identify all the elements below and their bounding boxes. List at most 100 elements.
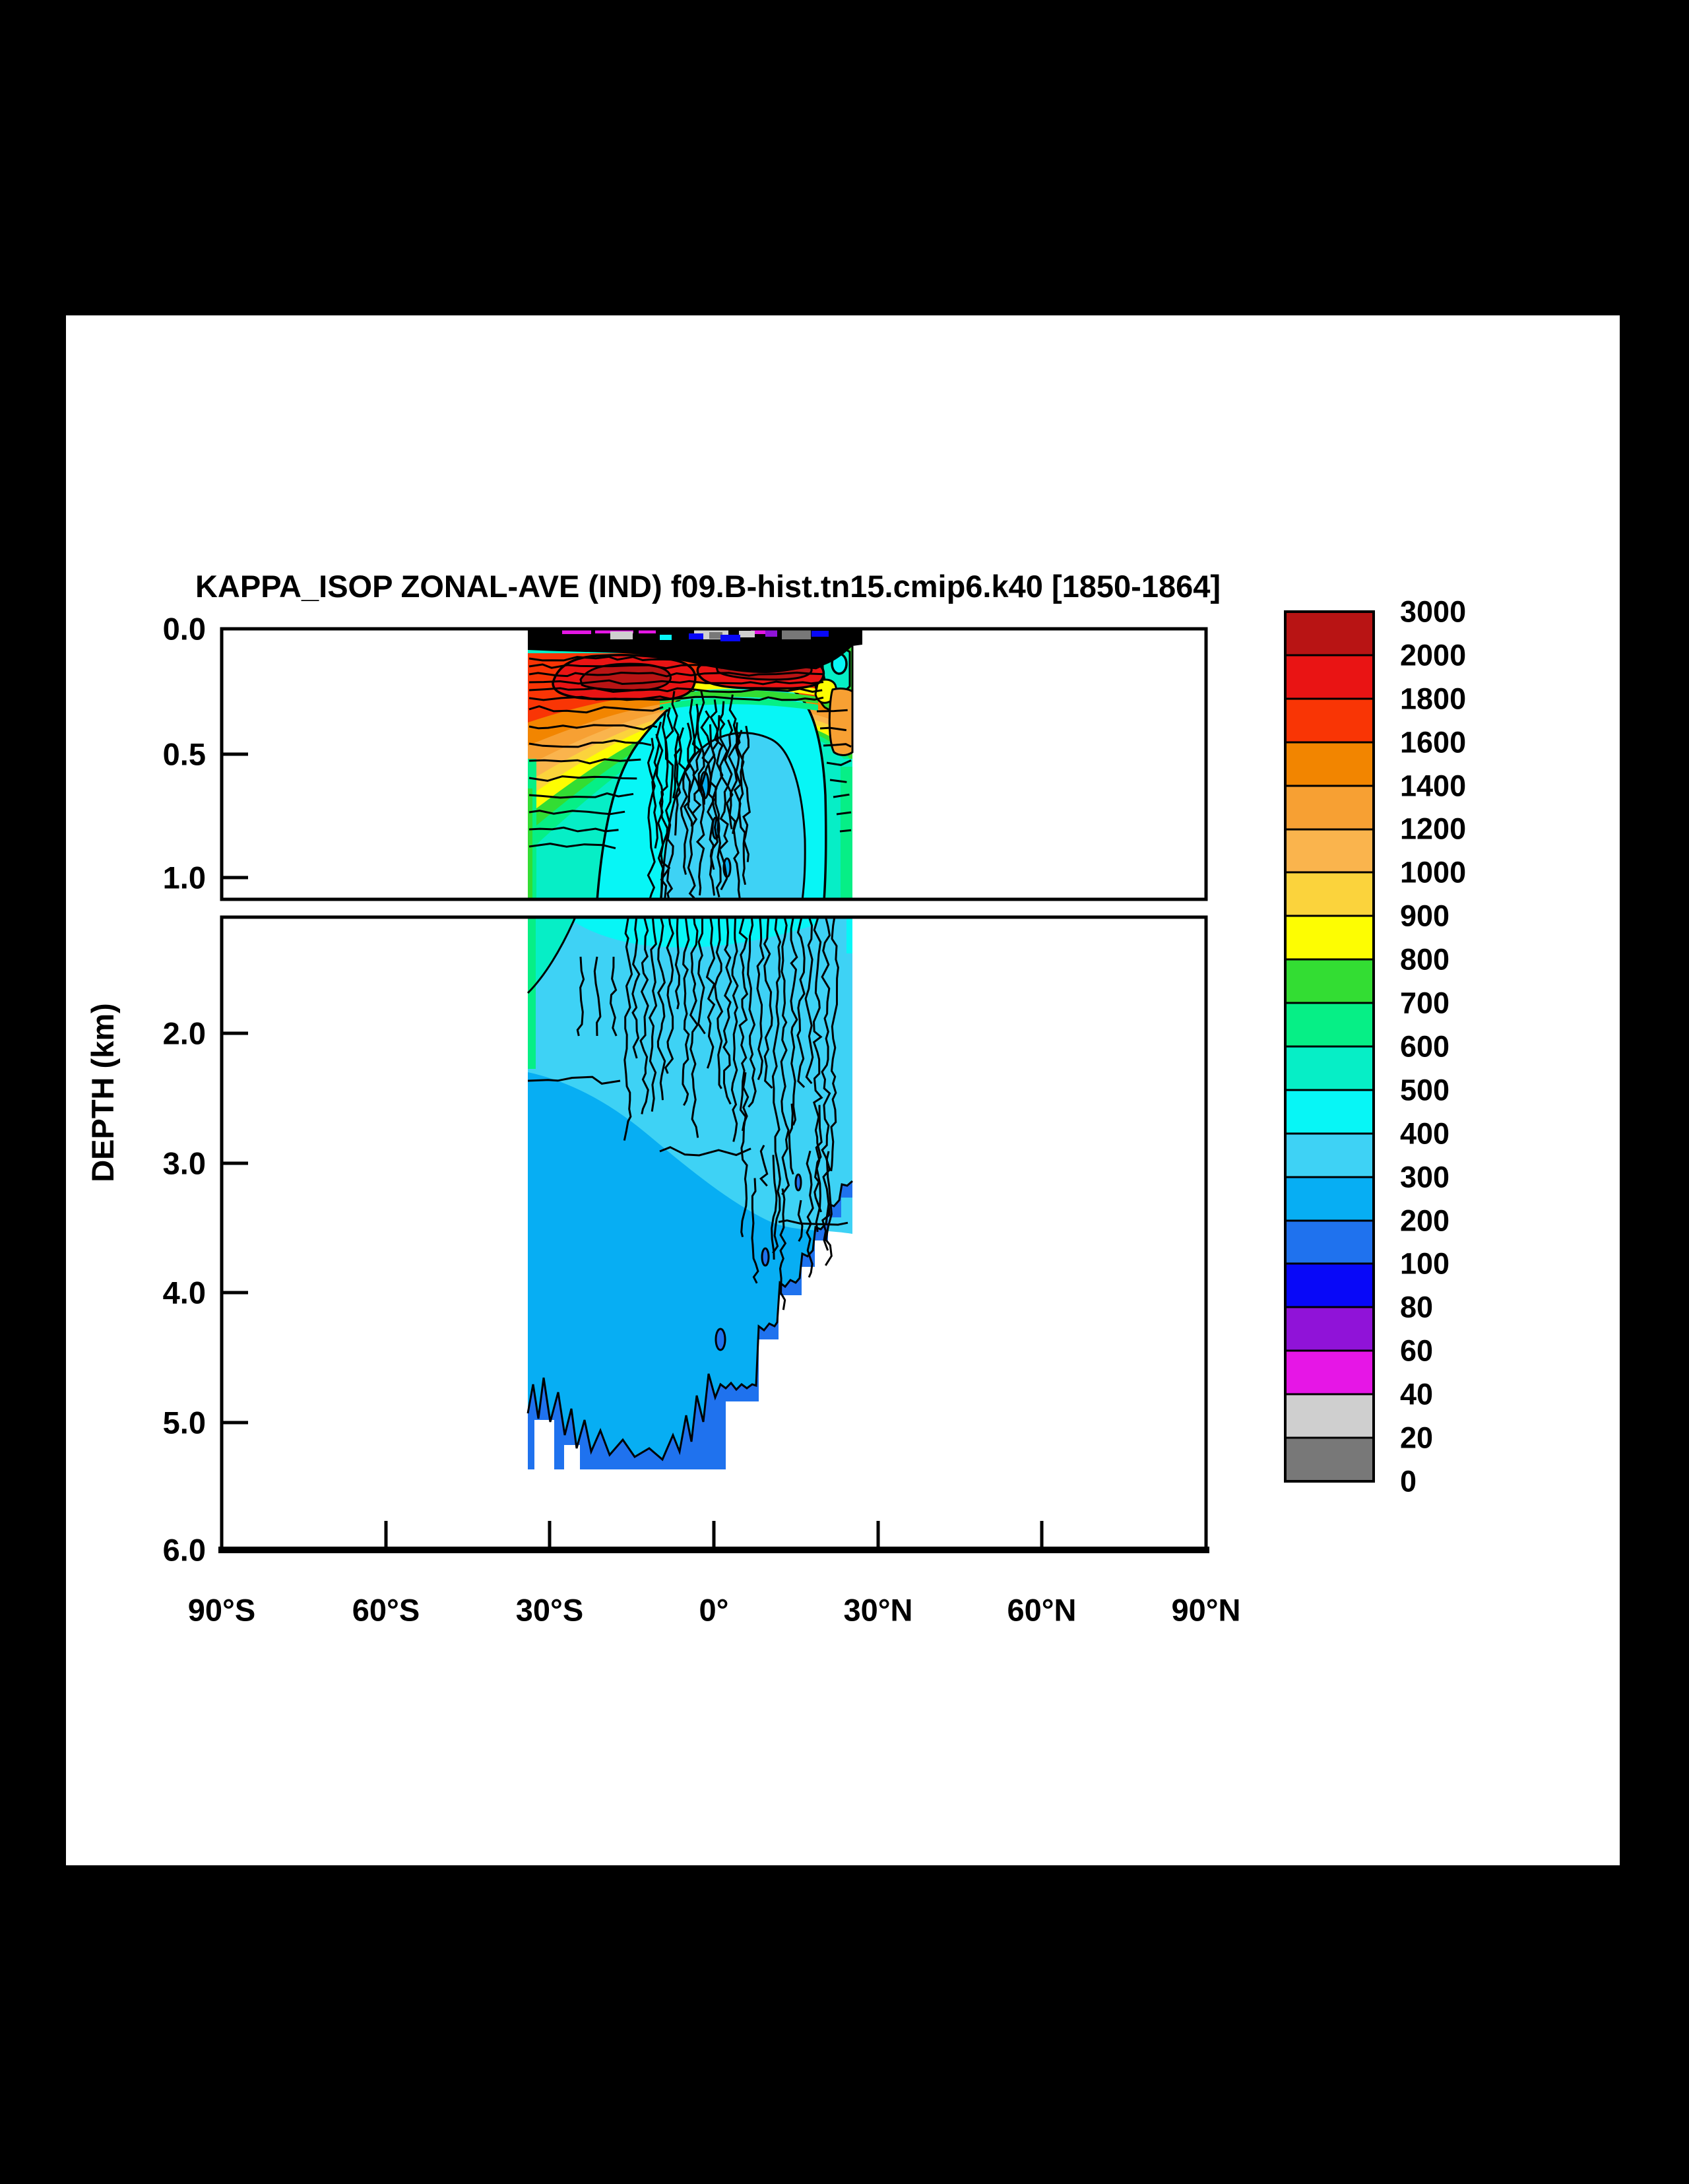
contour-line [656, 918, 666, 1101]
y-label-1_0: 1.0 [163, 860, 206, 895]
contour-line [732, 722, 742, 899]
colorbar-cell [1284, 697, 1375, 744]
contour-line [623, 918, 633, 1141]
contour-line [528, 687, 823, 693]
contour-line [778, 1219, 848, 1226]
contour-line [759, 1145, 769, 1187]
colorbar-label: 40 [1400, 1378, 1433, 1411]
colorbar-cell [1284, 1393, 1375, 1439]
y-label-3_0: 3.0 [163, 1146, 206, 1181]
colorbar-label: 1200 [1400, 812, 1466, 846]
contour-line [674, 736, 682, 836]
contour-line [664, 707, 674, 899]
contour-line [528, 655, 820, 662]
contour-line [779, 1188, 787, 1310]
contour-line [528, 792, 634, 799]
contour-line [825, 1151, 833, 1266]
contour-line [576, 956, 585, 1037]
y-axis-title: DEPTH (km) [85, 1003, 120, 1182]
contour-line [528, 810, 625, 816]
contour-line [763, 918, 773, 1089]
contour-line [593, 956, 602, 1037]
colorbar-label: 3000 [1400, 595, 1466, 629]
contour-line [647, 738, 656, 899]
contour-line [797, 1200, 804, 1242]
colorbar-cell [1284, 741, 1375, 787]
colorbar-cell [1284, 958, 1375, 1004]
top-panel-frame [220, 627, 1208, 901]
contour-line [730, 918, 739, 1142]
contour-line [655, 721, 664, 899]
contour-line [674, 918, 681, 1010]
colorbar-cell [1284, 654, 1375, 700]
contour-line [714, 918, 724, 1089]
colorbar-cell [1284, 1306, 1375, 1352]
contour-line [697, 918, 706, 1035]
bottom-panel-contour-lines [527, 918, 848, 1310]
contour-line [709, 699, 719, 870]
contour-line [738, 918, 749, 1238]
contour-line [678, 727, 689, 875]
contour-line [528, 679, 824, 686]
y-label-0_5: 0.5 [163, 737, 206, 772]
contour-line [829, 779, 847, 783]
colorbar-label: 400 [1400, 1117, 1450, 1151]
y-label-0_0: 0.0 [163, 612, 206, 647]
contour-line [819, 726, 847, 732]
colorbar-cell [1284, 1219, 1375, 1266]
colorbar-label: 60 [1400, 1334, 1433, 1368]
contour-line [528, 724, 658, 731]
x-label-30S: 30°S [516, 1593, 583, 1628]
y-label-2_0: 2.0 [163, 1016, 206, 1051]
contour-line [631, 918, 641, 1059]
contour-line [839, 829, 852, 833]
colorbar-cell [1284, 785, 1375, 831]
x-label-0: 0° [699, 1593, 729, 1628]
colorbar-label: 300 [1400, 1161, 1450, 1194]
contour-line [823, 743, 852, 748]
contour-line [736, 730, 747, 885]
y-label-5_0: 5.0 [163, 1405, 206, 1440]
contour-line [664, 918, 674, 1074]
colorbar-cell [1284, 1436, 1375, 1483]
x-label-60S: 60°S [352, 1593, 420, 1628]
colorbar-cell [1284, 610, 1375, 657]
x-label-90S: 90°S [188, 1593, 255, 1628]
colorbar-label: 0 [1400, 1465, 1417, 1498]
contour-line [659, 1146, 751, 1157]
x-label-60N: 60°N [1007, 1593, 1076, 1628]
contour-line [528, 671, 824, 678]
colorbar-cell [1284, 1089, 1375, 1135]
colorbar-label: 2000 [1400, 639, 1466, 672]
colorbar-cell [1284, 1176, 1375, 1222]
colorbar-label: 1400 [1400, 769, 1466, 803]
colorbar-cell [1284, 1262, 1375, 1308]
colorbar-label: 100 [1400, 1247, 1450, 1281]
contour-line [804, 918, 814, 1085]
contour-line [756, 918, 765, 1080]
contour-line [528, 705, 664, 714]
top-panel-field [528, 629, 862, 899]
contour-line [527, 1076, 621, 1085]
contour-line [771, 1155, 778, 1260]
contour-line [833, 793, 850, 798]
contour-line [790, 918, 798, 1126]
contour-line [751, 1178, 759, 1284]
x-label-30N: 30°N [843, 1593, 912, 1628]
colorbar-cell [1284, 1002, 1375, 1048]
contour-line [816, 709, 848, 713]
contour-line [836, 811, 852, 816]
colorbar-label: 1000 [1400, 856, 1466, 889]
y-label-4_0: 4.0 [163, 1275, 206, 1310]
contour-line [682, 918, 690, 1107]
colorbar-cell [1284, 1045, 1375, 1091]
colorbar-label: 20 [1400, 1421, 1433, 1455]
contour-line [700, 710, 711, 805]
colorbar-cell [1284, 1132, 1375, 1178]
contour-line [528, 663, 824, 670]
contour-line [528, 695, 824, 701]
colorbar-label: 1800 [1400, 682, 1466, 716]
colorbar-label: 700 [1400, 986, 1450, 1020]
